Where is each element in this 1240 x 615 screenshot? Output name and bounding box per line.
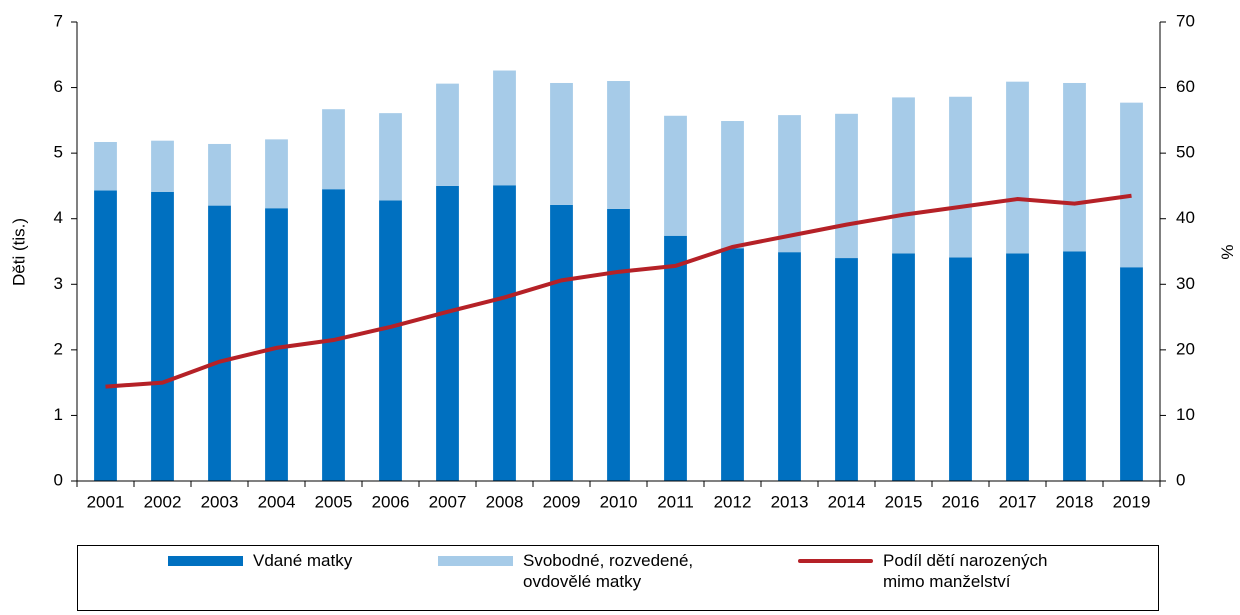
legend-label: Podíl dětí narozených mimo manželství	[883, 551, 1048, 591]
bar	[151, 191, 174, 481]
bar	[835, 113, 858, 259]
bar	[892, 97, 915, 254]
x-tick-label: 2001	[87, 492, 125, 511]
x-tick-label: 2005	[315, 492, 353, 511]
bar	[436, 83, 459, 186]
x-tick-label: 2014	[828, 492, 866, 511]
legend: Vdané matky Svobodné, rozvedené, ovdovělé…	[77, 545, 1159, 611]
bar	[664, 115, 687, 236]
bar	[493, 70, 516, 186]
x-tick-label: 2018	[1056, 492, 1094, 511]
x-tick-label: 2003	[201, 492, 239, 511]
x-tick-label: 2017	[999, 492, 1037, 511]
bar	[208, 205, 231, 481]
bar	[664, 235, 687, 481]
legend-label: Svobodné, rozvedené, ovdovělé matky	[523, 551, 694, 591]
y-tick-label: 2	[54, 339, 63, 358]
bar	[607, 81, 630, 209]
y-tick-label: 1	[54, 405, 63, 424]
legend-item: Vdané matky	[168, 550, 352, 571]
y2-tick-label: 60	[1176, 77, 1195, 96]
y-tick-label: 6	[54, 77, 63, 96]
y-axis-label: Děti (tis.)	[9, 218, 28, 286]
y-tick-label: 4	[54, 208, 63, 227]
x-tick-label: 2007	[429, 492, 467, 511]
bar	[778, 252, 801, 481]
bar	[721, 248, 744, 481]
bar	[607, 208, 630, 481]
x-tick-label: 2015	[885, 492, 923, 511]
x-tick-label: 2002	[144, 492, 182, 511]
y2-axis-label: %	[1218, 244, 1237, 259]
y2-tick-label: 20	[1176, 339, 1195, 358]
bar	[322, 109, 345, 190]
bar	[949, 96, 972, 258]
y-tick-label: 3	[54, 274, 63, 293]
bar	[265, 208, 288, 482]
line	[105, 193, 1132, 389]
legend-label: Vdané matky	[253, 551, 353, 570]
x-tick-label: 2010	[600, 492, 638, 511]
bar	[550, 82, 573, 205]
bar	[322, 189, 345, 481]
x-tick-label: 2009	[543, 492, 581, 511]
y-tick-label: 5	[54, 143, 63, 162]
x-tick-label: 2016	[942, 492, 980, 511]
y-tick-label: 0	[54, 470, 63, 489]
y2-tick-label: 40	[1176, 208, 1195, 227]
x-tick-label: 2013	[771, 492, 809, 511]
x-tick-label: 2011	[657, 492, 694, 511]
bar	[949, 257, 972, 481]
legend-swatch	[798, 559, 873, 563]
bar	[208, 143, 231, 206]
legend-item: Podíl dětí narozených mimo manželství	[798, 550, 1047, 592]
chart: Děti (tis.) % 01234567010203040506070200…	[9, 11, 1237, 511]
bar	[265, 139, 288, 209]
y-tick-label: 7	[54, 11, 63, 30]
bar	[1006, 81, 1029, 254]
bar	[94, 141, 117, 191]
y2-tick-label: 0	[1176, 470, 1185, 489]
bar	[151, 140, 174, 192]
bar	[721, 121, 744, 249]
x-tick-label: 2006	[372, 492, 410, 511]
y2-tick-label: 10	[1176, 405, 1195, 424]
bar	[835, 258, 858, 481]
bar	[436, 185, 459, 481]
bar	[493, 185, 516, 481]
x-tick-label: 2019	[1113, 492, 1151, 511]
legend-item: Svobodné, rozvedené, ovdovělé matky	[438, 550, 693, 592]
x-tick-label: 2004	[258, 492, 296, 511]
bar	[379, 113, 402, 201]
y2-tick-label: 30	[1176, 274, 1195, 293]
bar	[379, 200, 402, 481]
legend-swatch	[168, 556, 243, 566]
bar	[94, 190, 117, 482]
bar	[1063, 251, 1086, 481]
y2-tick-label: 50	[1176, 143, 1195, 162]
x-tick-label: 2012	[714, 492, 752, 511]
bar	[550, 204, 573, 482]
bar	[1063, 82, 1086, 252]
bar	[1120, 102, 1143, 268]
x-tick-label: 2008	[486, 492, 524, 511]
bar	[1120, 267, 1143, 481]
y2-tick-label: 70	[1176, 11, 1195, 30]
legend-swatch	[438, 556, 513, 566]
bar	[1006, 253, 1029, 481]
bar	[892, 253, 915, 481]
bar	[778, 115, 801, 253]
